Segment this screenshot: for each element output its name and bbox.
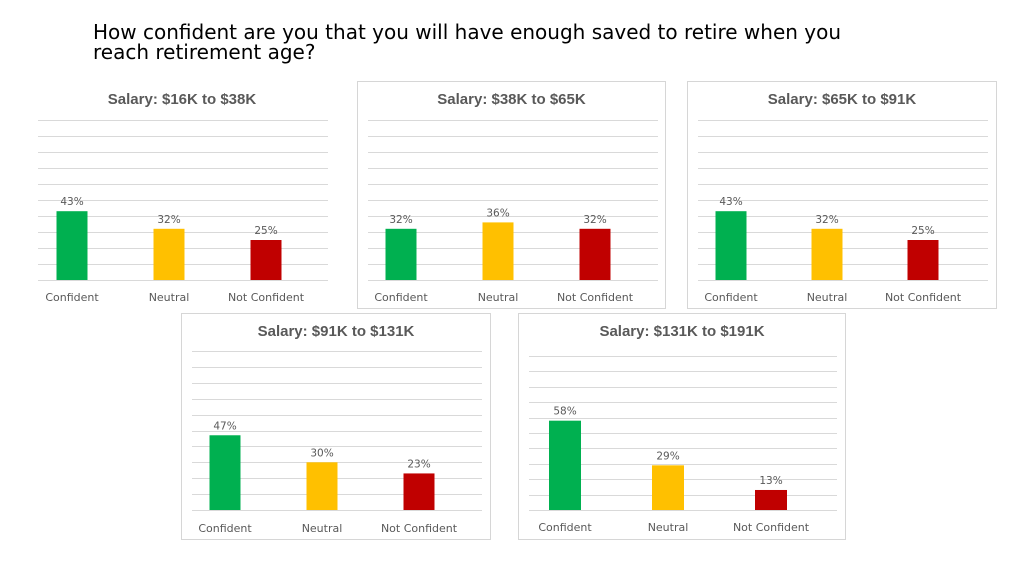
- bar-not-confident: [250, 240, 282, 280]
- data-label: 43%: [719, 196, 742, 208]
- bar-chart: 32% Confident 36% Neutral 32% Not Confident: [368, 120, 658, 304]
- chart-title: Salary: $38K to $65K: [437, 91, 586, 108]
- category-label: Confident: [198, 522, 252, 535]
- data-label: 32%: [583, 214, 606, 226]
- data-label: 36%: [486, 207, 509, 219]
- bar-confident: [56, 211, 88, 280]
- category-label: Not Confident: [228, 291, 305, 304]
- category-label: Neutral: [648, 521, 689, 534]
- category-label: Neutral: [807, 291, 848, 304]
- data-label: 25%: [254, 225, 277, 237]
- bar-confident: [385, 228, 417, 280]
- bar-neutral: [153, 228, 185, 280]
- bar-not-confident: [907, 240, 939, 280]
- bar-neutral: [482, 222, 514, 280]
- chart-title: Salary: $16K to $38K: [107, 91, 257, 108]
- category-label: Not Confident: [557, 291, 634, 304]
- data-label: 43%: [60, 196, 83, 208]
- data-label: 32%: [389, 214, 412, 226]
- category-label: Not Confident: [733, 521, 810, 534]
- bar-confident: [715, 211, 747, 280]
- data-label: 23%: [407, 458, 430, 470]
- chart-panel-65k-91k: Salary: $65K to $91K 43% Confident 32% Neut…: [687, 81, 997, 309]
- page-title: How confident are you that you will have…: [93, 20, 842, 64]
- data-label: 25%: [911, 225, 934, 237]
- chart-panel-91k-131k: Salary: $91K to $131K 47% Confident 30% Neu…: [181, 313, 491, 540]
- bar-chart: 43% Confident 32% Neutral 25% Not Confident: [38, 120, 328, 304]
- category-label: Not Confident: [381, 522, 458, 535]
- category-label: Confident: [704, 291, 758, 304]
- bar-chart: 58% Confident 29% Neutral 13% Not Confident: [529, 356, 837, 534]
- data-label: 47%: [213, 420, 236, 432]
- data-label: 58%: [553, 406, 576, 418]
- chart-panel-131k-191k: Salary: $131K to $191K 58% Confident 29% Ne…: [518, 313, 846, 540]
- chart-panel-38k-65k: Salary: $38K to $65K 32% Confident 36% Neut…: [357, 81, 666, 309]
- bar-neutral: [306, 462, 338, 510]
- category-label: Neutral: [302, 522, 343, 535]
- bar-confident: [209, 435, 241, 510]
- bar-chart: 47% Confident 30% Neutral 23% Not Confident: [192, 351, 482, 535]
- bar-neutral: [811, 228, 843, 280]
- data-label: 13%: [759, 475, 782, 487]
- category-label: Confident: [538, 521, 592, 534]
- chart-panel-16k-38k: Salary: $16K to $38K 43% Confident 32% Neut…: [27, 82, 337, 308]
- data-label: 32%: [157, 214, 180, 226]
- category-label: Confident: [374, 291, 428, 304]
- bar-neutral: [652, 465, 684, 510]
- category-label: Not Confident: [885, 291, 962, 304]
- bar-chart: 43% Confident 32% Neutral 25% Not Confident: [698, 120, 988, 304]
- category-label: Neutral: [149, 291, 190, 304]
- bar-not-confident: [579, 228, 611, 280]
- bar-not-confident: [755, 489, 787, 510]
- data-label: 29%: [656, 450, 679, 462]
- data-label: 32%: [815, 214, 838, 226]
- chart-title: Salary: $65K to $91K: [767, 91, 917, 108]
- category-label: Neutral: [478, 291, 519, 304]
- data-label: 30%: [310, 447, 333, 459]
- bar-not-confident: [403, 473, 435, 510]
- bar-confident: [549, 420, 581, 510]
- chart-title: Salary: $131K to $191K: [599, 323, 765, 340]
- category-label: Confident: [45, 291, 99, 304]
- chart-title: Salary: $91K to $131K: [257, 323, 415, 340]
